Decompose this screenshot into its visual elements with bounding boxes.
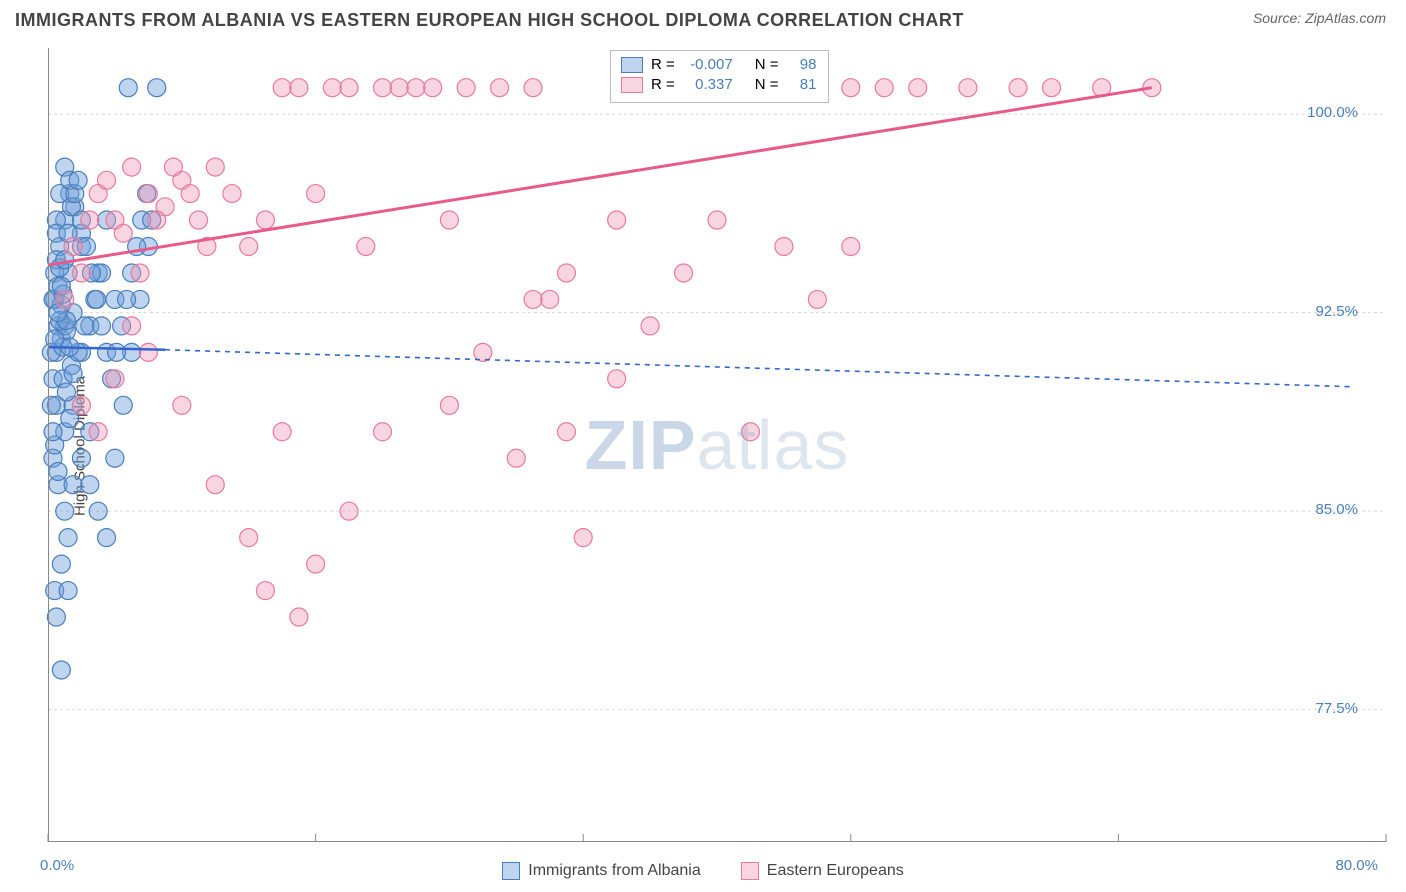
legend-item: Eastern Europeans: [741, 862, 904, 880]
plot-area: ZIPatlas R =-0.007N =98R =0.337N =81 77.…: [48, 48, 1386, 842]
correlation-stats-box: R =-0.007N =98R =0.337N =81: [610, 50, 830, 103]
stat-row: R =-0.007N =98: [621, 55, 817, 75]
legend-label: Immigrants from Albania: [528, 862, 701, 880]
legend-swatch: [621, 77, 643, 93]
stat-row: R =0.337N =81: [621, 75, 817, 95]
y-tick-label: 77.5%: [1315, 700, 1358, 717]
source-label: Source: ZipAtlas.com: [1253, 10, 1386, 26]
chart-title: IMMIGRANTS FROM ALBANIA VS EASTERN EUROP…: [15, 10, 964, 31]
legend-swatch: [502, 862, 520, 880]
y-tick-label: 85.0%: [1315, 501, 1358, 518]
legend-item: Immigrants from Albania: [502, 862, 701, 880]
legend-label: Eastern Europeans: [767, 862, 904, 880]
legend-swatch: [621, 57, 643, 73]
legend-swatch: [741, 862, 759, 880]
y-tick-label: 92.5%: [1315, 303, 1358, 320]
chart-border: [48, 48, 1386, 842]
x-tick-label: 80.0%: [1335, 857, 1378, 874]
x-tick-label: 0.0%: [40, 857, 74, 874]
y-tick-label: 100.0%: [1307, 104, 1358, 121]
footer-legend: Immigrants from Albania Eastern Europeans: [0, 862, 1406, 880]
